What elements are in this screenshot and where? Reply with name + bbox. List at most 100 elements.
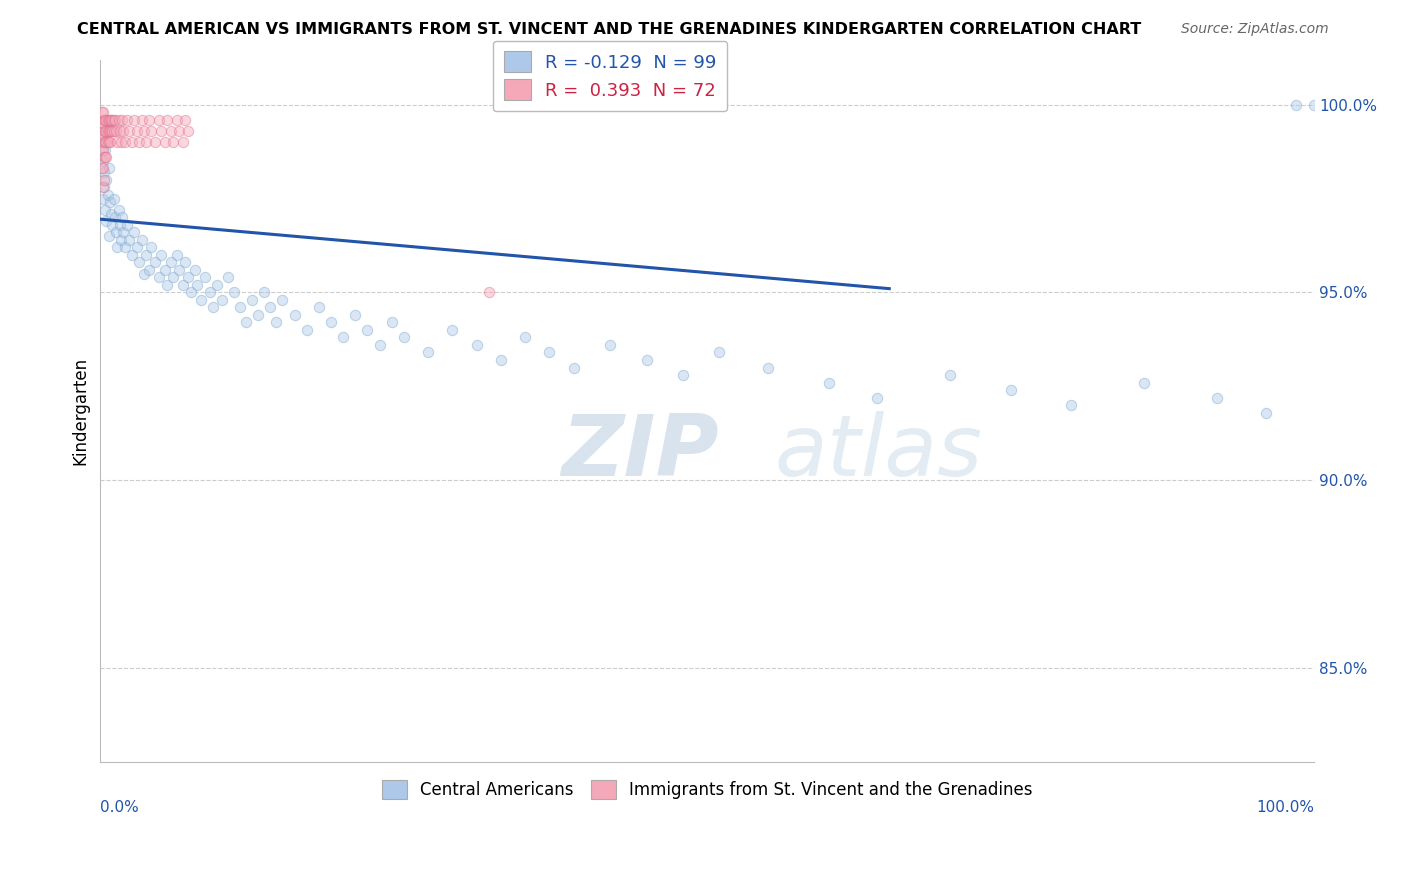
Point: [672, 368, 695, 382]
Point: [93, 112, 115, 127]
Point: [93, 165, 115, 179]
Point: [110, 135, 132, 149]
Point: [186, 277, 208, 292]
Point: [489, 353, 512, 368]
Point: [709, 345, 731, 359]
Point: [156, 277, 179, 292]
Point: [222, 285, 245, 300]
Text: ZIP: ZIP: [561, 411, 720, 494]
Point: [817, 376, 839, 390]
Point: [98, 135, 121, 149]
Point: [90, 135, 112, 149]
Point: [156, 112, 179, 127]
Point: [124, 112, 146, 127]
Legend: Central Americans, Immigrants from St. Vincent and the Grenadines: Central Americans, Immigrants from St. V…: [375, 773, 1039, 806]
Point: [211, 293, 233, 307]
Point: [112, 225, 135, 239]
Point: [217, 270, 239, 285]
Point: [356, 323, 378, 337]
Point: [599, 338, 621, 352]
Text: Source: ZipAtlas.com: Source: ZipAtlas.com: [1181, 22, 1329, 37]
Point: [94, 112, 117, 127]
Point: [93, 150, 115, 164]
Text: atlas: atlas: [773, 411, 981, 494]
Point: [756, 360, 779, 375]
Point: [115, 112, 138, 127]
Point: [103, 192, 125, 206]
Point: [283, 308, 305, 322]
Point: [295, 323, 318, 337]
Point: [148, 112, 170, 127]
Point: [96, 135, 118, 149]
Point: [478, 285, 501, 300]
Point: [131, 233, 153, 247]
Point: [96, 112, 118, 127]
Point: [112, 124, 135, 138]
Point: [96, 124, 118, 138]
Point: [91, 161, 114, 176]
Point: [90, 128, 112, 142]
Point: [177, 270, 200, 285]
Point: [97, 124, 120, 138]
Point: [538, 345, 561, 359]
Point: [105, 124, 128, 138]
Point: [1133, 376, 1156, 390]
Point: [97, 124, 120, 138]
Point: [416, 345, 439, 359]
Point: [111, 211, 134, 225]
Point: [235, 315, 257, 329]
Point: [465, 338, 488, 352]
Point: [114, 240, 136, 254]
Point: [93, 135, 115, 149]
Point: [125, 240, 148, 254]
Point: [177, 124, 200, 138]
Point: [166, 248, 188, 262]
Y-axis label: Kindergarten: Kindergarten: [72, 357, 89, 465]
Point: [135, 135, 157, 149]
Point: [636, 353, 658, 368]
Point: [132, 124, 155, 138]
Point: [105, 135, 128, 149]
Point: [96, 150, 118, 164]
Text: 0.0%: 0.0%: [100, 800, 139, 815]
Point: [94, 143, 117, 157]
Point: [128, 135, 150, 149]
Point: [150, 124, 173, 138]
Point: [141, 240, 163, 254]
Point: [131, 112, 153, 127]
Point: [124, 225, 146, 239]
Point: [515, 330, 537, 344]
Point: [138, 112, 160, 127]
Point: [344, 308, 367, 322]
Point: [247, 308, 270, 322]
Point: [266, 315, 288, 329]
Point: [153, 135, 176, 149]
Point: [100, 124, 122, 138]
Point: [100, 206, 122, 220]
Point: [135, 248, 157, 262]
Point: [105, 225, 128, 239]
Point: [159, 255, 181, 269]
Point: [98, 124, 121, 138]
Point: [94, 124, 117, 138]
Point: [103, 124, 125, 138]
Point: [167, 124, 190, 138]
Point: [150, 248, 173, 262]
Point: [98, 195, 121, 210]
Point: [118, 233, 141, 247]
Point: [90, 116, 112, 130]
Point: [91, 128, 114, 142]
Point: [441, 323, 464, 337]
Point: [381, 315, 404, 329]
Point: [91, 153, 114, 168]
Point: [93, 124, 115, 138]
Point: [118, 124, 141, 138]
Point: [94, 202, 117, 217]
Point: [97, 135, 120, 149]
Point: [104, 112, 127, 127]
Point: [101, 218, 124, 232]
Point: [205, 277, 228, 292]
Point: [94, 150, 117, 164]
Point: [138, 263, 160, 277]
Point: [1060, 398, 1083, 412]
